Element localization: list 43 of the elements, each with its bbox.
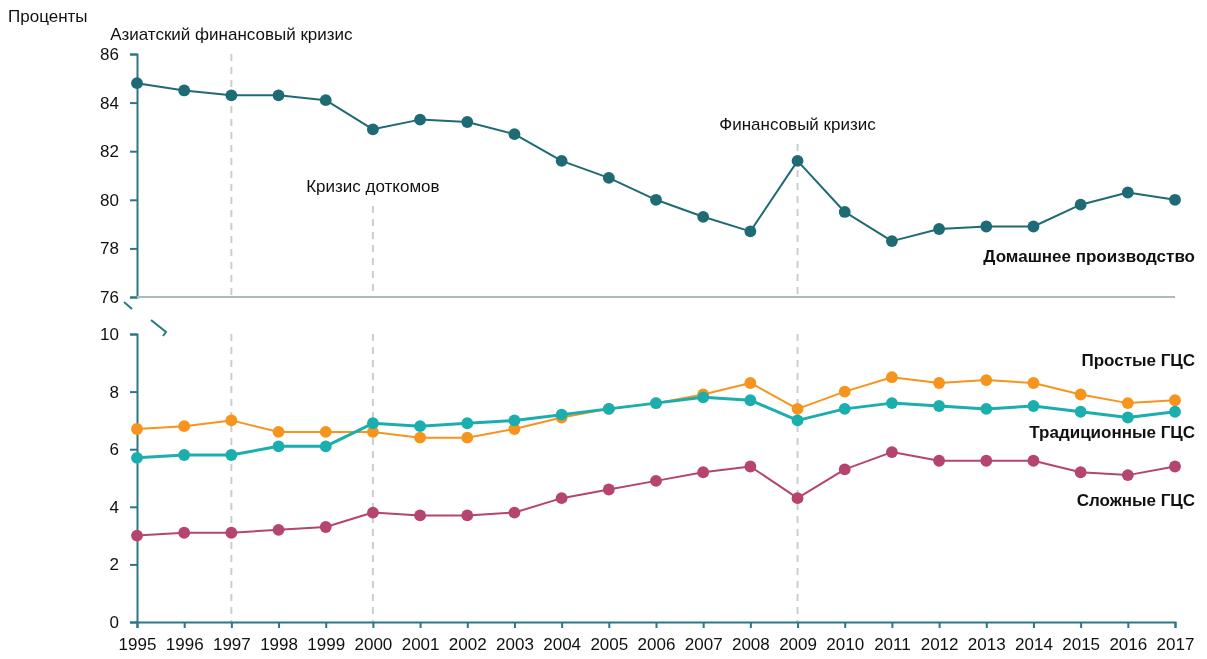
y-tick-label: 82 [100, 142, 119, 162]
ref-line-label: Финансовый кризис [719, 115, 877, 134]
x-tick-label: 1996 [165, 634, 204, 654]
y-tick-label: 10 [100, 324, 119, 344]
y-axis-title: Проценты [8, 7, 88, 26]
y-tick-label: 4 [109, 497, 119, 517]
y-tick-label: 84 [100, 93, 119, 113]
series-label: Традиционные ГЦС [1029, 422, 1195, 442]
series-label: Сложные ГЦС [1076, 491, 1195, 511]
x-tick-label: 2012 [920, 634, 959, 654]
x-tick-label: 2014 [1015, 634, 1053, 654]
x-tick-label: 2015 [1062, 634, 1101, 654]
x-tick-label: 1998 [260, 634, 298, 654]
x-tick-label: 2004 [543, 634, 582, 654]
y-tick-label: 78 [100, 239, 119, 259]
x-tick-label: 2017 [1156, 634, 1195, 654]
series-label: Домашнее производство [983, 246, 1195, 266]
x-tick-label: 2003 [496, 634, 534, 654]
x-tick-label: 1997 [212, 634, 251, 654]
series-label: Простые ГЦС [1081, 351, 1195, 371]
x-tick-label: 1999 [307, 634, 346, 654]
y-tick-label: 76 [100, 287, 119, 307]
x-tick-label: 2006 [637, 634, 676, 654]
x-tick-label: 2002 [448, 634, 487, 654]
x-tick-label: 2016 [1109, 634, 1148, 654]
x-tick-label: 2013 [967, 634, 1006, 654]
x-tick-label: 2010 [826, 634, 865, 654]
ref-line-label: Азиатский финансовый кризис [110, 25, 354, 44]
x-tick-label: 1995 [118, 634, 157, 654]
y-tick-label: 2 [109, 555, 119, 575]
y-tick-label: 0 [109, 612, 119, 632]
y-tick-label: 80 [100, 190, 119, 210]
y-tick-label: 86 [100, 44, 119, 64]
x-tick-label: 2009 [779, 634, 817, 654]
x-tick-label: 2000 [354, 634, 393, 654]
x-tick-label: 2001 [401, 634, 440, 654]
ref-line-label: Кризис доткомов [306, 177, 440, 196]
y-tick-label: 8 [109, 382, 119, 402]
x-tick-label: 2008 [731, 634, 770, 654]
x-tick-label: 2011 [874, 634, 911, 654]
y-tick-label: 6 [109, 440, 119, 460]
x-tick-label: 2005 [590, 634, 629, 654]
x-tick-label: 2007 [684, 634, 723, 654]
